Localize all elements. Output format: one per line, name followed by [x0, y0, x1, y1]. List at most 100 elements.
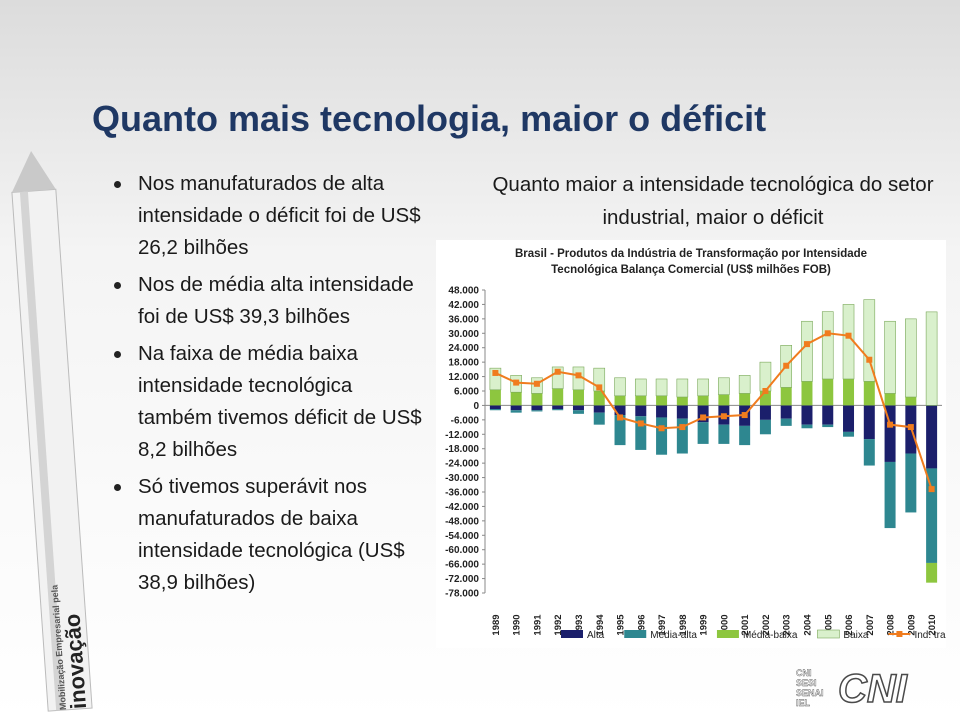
bar-segment	[884, 393, 896, 406]
x-tick-label: 1993	[574, 614, 585, 635]
x-tick-label: 1997	[657, 614, 668, 635]
line-marker	[679, 424, 686, 431]
bar-segment	[739, 425, 751, 446]
bar-segment	[676, 397, 688, 406]
y-tick-label: -60.000	[445, 545, 479, 556]
x-tick-label: 1998	[678, 614, 689, 635]
bar-segment	[593, 391, 605, 406]
y-tick-label: -66.000	[445, 560, 479, 571]
bar-segment	[884, 320, 896, 394]
chart: 48.000 42.000 36.000 30.000 24.000 18.000 12.0…	[445, 286, 946, 642]
bar-segment	[926, 562, 938, 583]
bar-segment	[510, 392, 522, 406]
bar-segment	[801, 424, 813, 429]
bar-segment	[863, 405, 875, 440]
bar-segment	[697, 422, 709, 444]
bar-segment	[635, 405, 647, 417]
x-tick-label: 1992	[553, 614, 564, 635]
legend-label: Baixa	[843, 630, 868, 641]
legend-label: Ind. transform.	[914, 630, 946, 641]
bar-segment	[593, 367, 606, 392]
y-tick-label: -72.000	[445, 574, 479, 585]
bullet: Nos manufaturados de alta intensidade o …	[112, 168, 432, 264]
bar-segment	[489, 389, 501, 406]
x-tick-label: 1999	[699, 614, 710, 635]
x-tick-label: 2004	[802, 614, 813, 636]
bar-segment	[759, 419, 771, 435]
bar-segment	[884, 461, 896, 529]
line-marker	[720, 413, 727, 420]
bar-segment	[822, 378, 834, 406]
x-tick-label: 2000	[719, 614, 730, 635]
x-tick-label: 2006	[844, 614, 855, 635]
chart-title: Brasil - Produtos da Indústria de Transf…	[514, 248, 868, 276]
x-tick-label: 1991	[532, 614, 543, 636]
bar-segment	[676, 418, 688, 454]
x-tick-label: 2008	[886, 614, 897, 635]
y-tick-label: -12.000	[445, 430, 479, 441]
y-tick-label: 30.000	[448, 329, 479, 340]
bar-segment	[843, 405, 855, 432]
small-logo: SESI	[796, 678, 817, 688]
bar-segment	[676, 378, 689, 398]
line-marker	[554, 368, 561, 375]
line-marker	[637, 420, 644, 427]
bar-segment	[822, 424, 834, 428]
bar-segment	[531, 405, 543, 411]
line-marker	[928, 486, 935, 493]
y-tick-label: -48.000	[445, 516, 479, 527]
bar-segment	[863, 439, 875, 466]
x-tick-label: 1994	[595, 614, 606, 636]
y-tick-label: 6.000	[454, 387, 479, 398]
x-tick-label: 2010	[927, 614, 938, 635]
bar-segment	[531, 393, 543, 406]
bar-segment	[697, 405, 709, 423]
bar-segment	[510, 405, 522, 411]
bar-segment	[843, 378, 855, 406]
line-marker	[741, 412, 748, 419]
small-logo: SENAI	[796, 688, 824, 698]
y-tick-label: 48.000	[448, 286, 479, 297]
y-tick-label: 12.000	[448, 372, 479, 383]
bar-segment	[925, 311, 938, 406]
bar-segment	[572, 410, 584, 414]
chart-heading: Quanto maior a intensidade tecnológica d…	[492, 173, 934, 229]
bar-segment	[593, 405, 605, 413]
line	[494, 332, 933, 490]
bar-segment	[531, 410, 543, 412]
logo: CNI	[838, 667, 908, 711]
bar-segment	[759, 405, 771, 420]
y-tick-label: -54.000	[445, 531, 479, 542]
bar-segment	[552, 405, 564, 410]
bar-segment	[572, 405, 584, 411]
bar-segment	[551, 366, 564, 389]
x-tick-label: 1995	[616, 614, 627, 636]
line-marker	[596, 384, 603, 391]
bar-segment	[780, 387, 792, 406]
x-tick-label: 1996	[636, 614, 647, 635]
bar-segment	[634, 378, 647, 397]
bar-segment	[552, 388, 564, 406]
chart-panel: Brasil - Produtos da Indústria de Transf…	[436, 240, 946, 648]
x-tick-label: 2009	[906, 614, 917, 635]
bar-segment	[738, 375, 751, 394]
y-tick-label: -30.000	[445, 473, 479, 484]
y-tick-label: -24.000	[445, 459, 479, 470]
line-marker	[700, 414, 707, 421]
bar-segment	[572, 389, 584, 406]
x-tick-label: 2002	[761, 614, 772, 635]
bar-segment	[655, 378, 668, 397]
bar-segment	[552, 409, 564, 411]
pencil-graphic: Mobilização Empresarial pela inovação	[11, 150, 93, 712]
bar-segment	[718, 424, 730, 444]
bar-segment	[489, 405, 501, 410]
x-tick-label: 2005	[823, 614, 834, 636]
bar-segment	[843, 431, 855, 437]
line-marker	[533, 380, 540, 387]
slide-title: Quanto mais tecnologia, maior o déficit	[92, 98, 767, 139]
y-tick-label: 42.000	[448, 300, 479, 311]
bar-segment	[656, 417, 668, 455]
bar-segment	[801, 320, 813, 382]
x-tick-label: 2001	[740, 614, 751, 636]
